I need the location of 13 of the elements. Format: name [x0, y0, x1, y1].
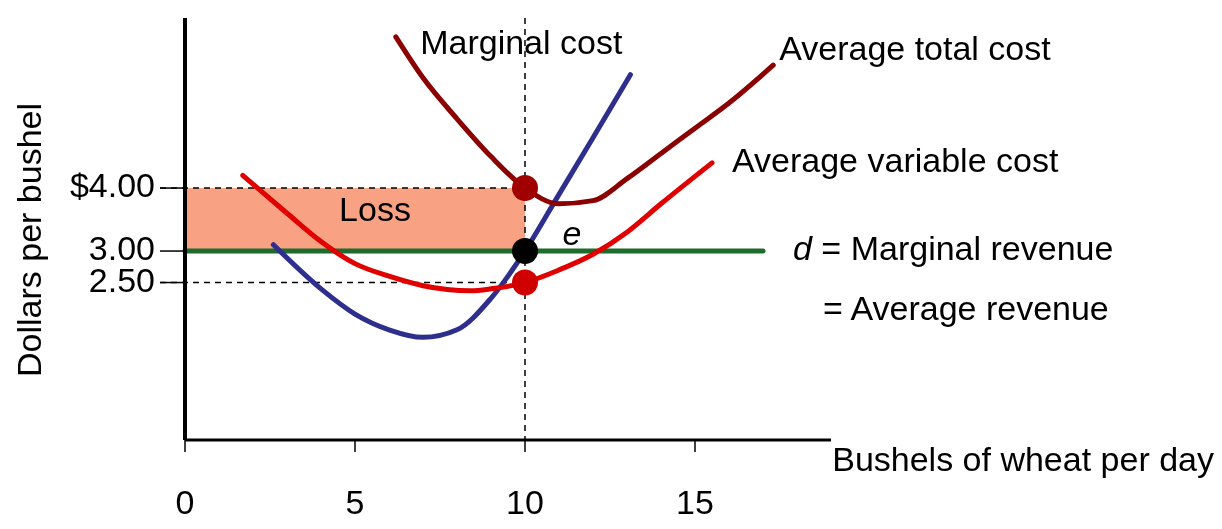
band-label: Loss [339, 189, 411, 228]
y-tick-label: $4.00 [69, 166, 155, 205]
y-axis-title: Dollars per bushel [9, 102, 48, 378]
x-axis-title: Bushels of wheat per day [832, 439, 1214, 478]
x-tick-label: 10 [506, 482, 544, 521]
x-tick-label: 5 [345, 482, 365, 521]
annotation: e [562, 213, 582, 252]
x-tick-label: 0 [175, 482, 195, 521]
series-label: Marginal cost [420, 22, 623, 61]
series-label: Average variable cost [732, 140, 1059, 179]
series-label: Average total cost [779, 29, 1052, 68]
series-label: d = Marginal revenue = Average revenue [793, 229, 1114, 328]
x-tick-label: 15 [676, 482, 714, 521]
